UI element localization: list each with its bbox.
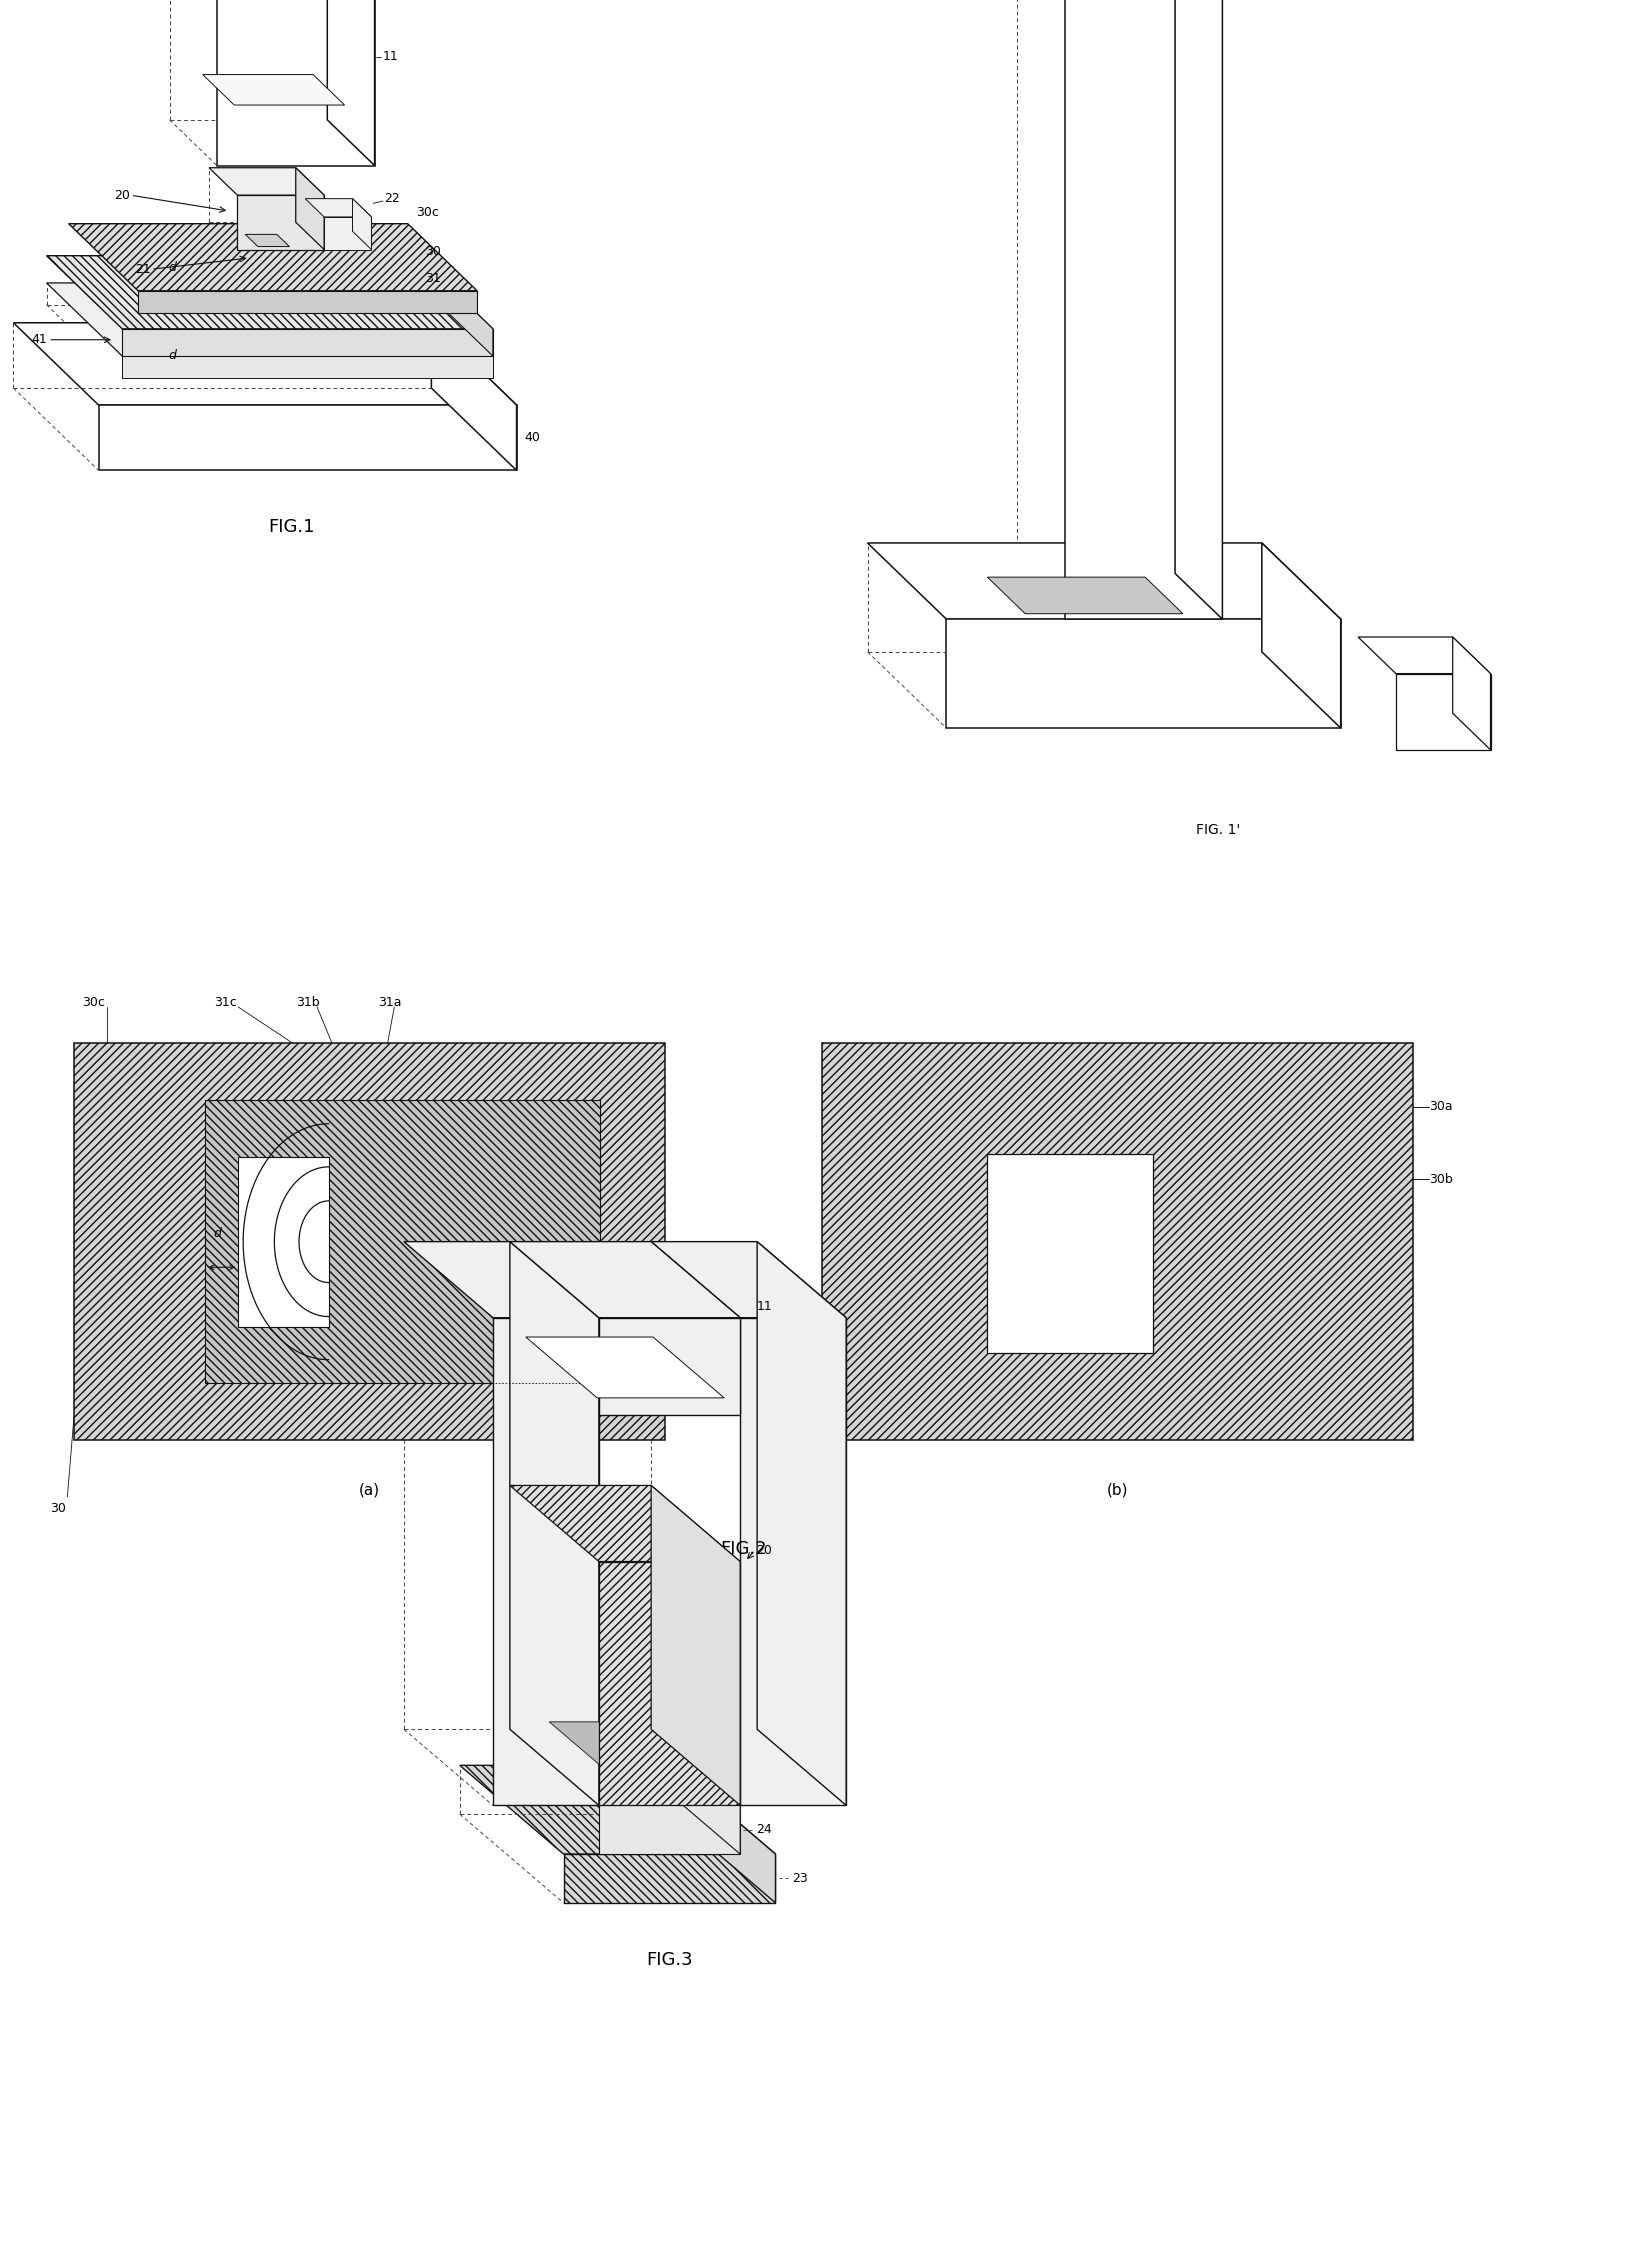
Polygon shape bbox=[353, 200, 371, 249]
Polygon shape bbox=[205, 1100, 600, 1383]
Polygon shape bbox=[46, 256, 493, 329]
Text: 11: 11 bbox=[756, 1300, 772, 1313]
Text: 30c: 30c bbox=[82, 996, 105, 1009]
Polygon shape bbox=[1359, 637, 1490, 674]
Text: 24: 24 bbox=[756, 1823, 772, 1837]
Text: 31: 31 bbox=[426, 272, 442, 286]
Polygon shape bbox=[651, 1241, 846, 1318]
Polygon shape bbox=[600, 1563, 739, 1805]
Text: 30: 30 bbox=[49, 1501, 66, 1515]
Polygon shape bbox=[868, 542, 1341, 619]
Polygon shape bbox=[987, 576, 1183, 615]
Text: 31b: 31b bbox=[296, 996, 319, 1009]
Polygon shape bbox=[202, 75, 345, 104]
Polygon shape bbox=[217, 0, 375, 166]
Text: FIG. 1': FIG. 1' bbox=[1196, 823, 1240, 837]
Text: 31c: 31c bbox=[214, 996, 237, 1009]
Text: (a): (a) bbox=[360, 1483, 380, 1497]
Text: 11: 11 bbox=[383, 50, 399, 64]
Polygon shape bbox=[493, 1318, 600, 1805]
Text: 30a: 30a bbox=[1429, 1100, 1452, 1114]
Polygon shape bbox=[209, 168, 324, 195]
Polygon shape bbox=[672, 1765, 775, 1903]
Text: 23: 23 bbox=[792, 1871, 808, 1885]
Polygon shape bbox=[509, 1728, 739, 1805]
Text: 20: 20 bbox=[113, 188, 130, 202]
Polygon shape bbox=[122, 329, 493, 356]
Polygon shape bbox=[99, 406, 516, 469]
Text: 40: 40 bbox=[524, 431, 541, 445]
Text: 41: 41 bbox=[31, 333, 48, 347]
Polygon shape bbox=[509, 1486, 739, 1563]
Polygon shape bbox=[600, 1805, 739, 1855]
Polygon shape bbox=[122, 356, 493, 379]
Polygon shape bbox=[651, 1728, 739, 1855]
Polygon shape bbox=[138, 290, 476, 313]
Text: 30b: 30b bbox=[1429, 1173, 1452, 1186]
Text: 22: 22 bbox=[384, 193, 401, 206]
Text: 20': 20' bbox=[1469, 669, 1489, 683]
Polygon shape bbox=[296, 168, 324, 249]
Polygon shape bbox=[1452, 637, 1490, 751]
Polygon shape bbox=[564, 1855, 775, 1903]
Polygon shape bbox=[549, 1721, 698, 1801]
Text: (b): (b) bbox=[1106, 1483, 1129, 1497]
Polygon shape bbox=[306, 200, 371, 218]
Polygon shape bbox=[432, 322, 516, 469]
Polygon shape bbox=[460, 1765, 775, 1855]
Polygon shape bbox=[526, 1338, 725, 1397]
Text: FIG.3: FIG.3 bbox=[646, 1950, 693, 1969]
Polygon shape bbox=[509, 1241, 600, 1805]
Polygon shape bbox=[74, 1043, 665, 1440]
Polygon shape bbox=[987, 1154, 1153, 1352]
Polygon shape bbox=[757, 1241, 846, 1805]
Text: d: d bbox=[168, 349, 176, 363]
Polygon shape bbox=[1262, 542, 1341, 728]
Polygon shape bbox=[417, 256, 493, 356]
Polygon shape bbox=[13, 322, 516, 406]
Text: 20: 20 bbox=[756, 1545, 772, 1556]
Polygon shape bbox=[245, 234, 289, 247]
Polygon shape bbox=[324, 218, 371, 249]
Text: FIG.2: FIG.2 bbox=[720, 1540, 767, 1558]
Text: 30: 30 bbox=[426, 245, 442, 259]
Polygon shape bbox=[600, 1318, 739, 1415]
Polygon shape bbox=[46, 284, 493, 356]
Polygon shape bbox=[237, 195, 324, 249]
Polygon shape bbox=[509, 1241, 739, 1318]
Polygon shape bbox=[946, 619, 1341, 728]
Polygon shape bbox=[1175, 0, 1222, 619]
Polygon shape bbox=[651, 1486, 739, 1805]
Polygon shape bbox=[404, 1241, 600, 1318]
Text: d: d bbox=[214, 1227, 222, 1241]
Polygon shape bbox=[739, 1318, 846, 1805]
Text: 30c: 30c bbox=[416, 206, 439, 218]
Polygon shape bbox=[327, 0, 375, 166]
Polygon shape bbox=[1065, 0, 1222, 619]
Polygon shape bbox=[1397, 674, 1490, 751]
Text: FIG.1: FIG.1 bbox=[268, 517, 314, 535]
Text: d: d bbox=[168, 261, 176, 274]
Polygon shape bbox=[238, 1157, 329, 1327]
Text: 31a: 31a bbox=[378, 996, 401, 1009]
Polygon shape bbox=[822, 1043, 1413, 1440]
Polygon shape bbox=[69, 225, 476, 290]
Text: 21: 21 bbox=[135, 263, 151, 277]
